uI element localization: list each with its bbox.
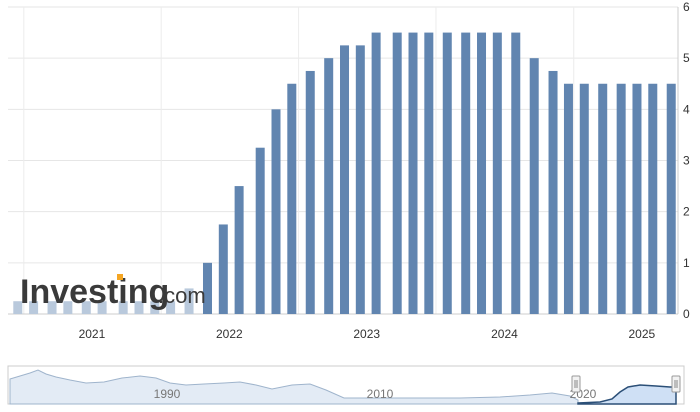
bar[interactable] (134, 301, 144, 314)
bar[interactable] (392, 32, 402, 314)
navigator-year-label: 2010 (367, 387, 394, 401)
bar[interactable] (234, 186, 244, 314)
bar[interactable] (579, 83, 589, 314)
bar[interactable] (371, 32, 381, 314)
investing-watermark: Investing .com (20, 273, 206, 311)
bar[interactable] (340, 45, 350, 314)
range-navigator[interactable]: 1990 2010 2020 (7, 365, 685, 405)
chart-bars (13, 32, 676, 314)
bar[interactable] (184, 288, 194, 314)
bar[interactable] (305, 70, 315, 314)
navigator-history-area (9, 369, 579, 405)
bar[interactable] (29, 301, 39, 314)
bar[interactable] (548, 70, 558, 314)
bar[interactable] (324, 58, 334, 314)
bar[interactable] (461, 32, 471, 314)
y-tick-label: 1 (683, 256, 690, 270)
bar[interactable] (616, 83, 626, 314)
bar[interactable] (150, 301, 160, 314)
bar[interactable] (81, 301, 91, 314)
bar[interactable] (255, 147, 265, 314)
navigator-right-handle[interactable] (671, 375, 681, 393)
bar[interactable] (271, 109, 281, 314)
y-tick-label: 5 (683, 51, 690, 65)
bar[interactable] (492, 32, 502, 314)
y-tick-label: 2 (683, 205, 690, 219)
bar[interactable] (63, 301, 73, 314)
x-tick-label: 2023 (353, 327, 380, 341)
bar[interactable] (632, 83, 642, 314)
watermark-suffix: .com (158, 283, 206, 308)
x-tick-label: 2024 (491, 327, 518, 341)
y-tick-label: 3 (683, 154, 690, 168)
bar[interactable] (97, 301, 107, 314)
bar[interactable] (598, 83, 608, 314)
bar[interactable] (666, 83, 676, 314)
y-axis-labels: 0 1 2 3 4 5 6 (683, 0, 690, 321)
bar[interactable] (202, 262, 212, 314)
bar[interactable] (408, 32, 418, 314)
bar[interactable] (511, 32, 521, 314)
bar[interactable] (477, 32, 487, 314)
bar[interactable] (166, 301, 176, 314)
bar[interactable] (529, 58, 539, 314)
navigator-year-label: 1990 (154, 387, 181, 401)
bar[interactable] (442, 32, 452, 314)
x-tick-label: 2022 (216, 327, 243, 341)
x-axis-labels: 2021 2022 2023 2024 2025 (79, 327, 656, 341)
bar[interactable] (424, 32, 434, 314)
x-tick-label: 2025 (629, 327, 656, 341)
watermark-accent-dot (117, 274, 123, 280)
bar[interactable] (47, 301, 57, 314)
navigator-left-handle[interactable] (571, 375, 581, 393)
y-tick-label: 4 (683, 102, 690, 116)
bar[interactable] (648, 83, 658, 314)
bar[interactable] (13, 301, 23, 314)
x-tick-label: 2021 (79, 327, 106, 341)
y-tick-label: 6 (683, 0, 690, 14)
y-tick-label: 0 (683, 307, 690, 321)
bar[interactable] (287, 83, 297, 314)
bar[interactable] (355, 45, 365, 314)
bar[interactable] (563, 83, 573, 314)
bar[interactable] (118, 301, 128, 314)
watermark-brand: Investing (20, 273, 169, 311)
navigator-selected-area (577, 384, 677, 405)
bar[interactable] (218, 224, 228, 314)
